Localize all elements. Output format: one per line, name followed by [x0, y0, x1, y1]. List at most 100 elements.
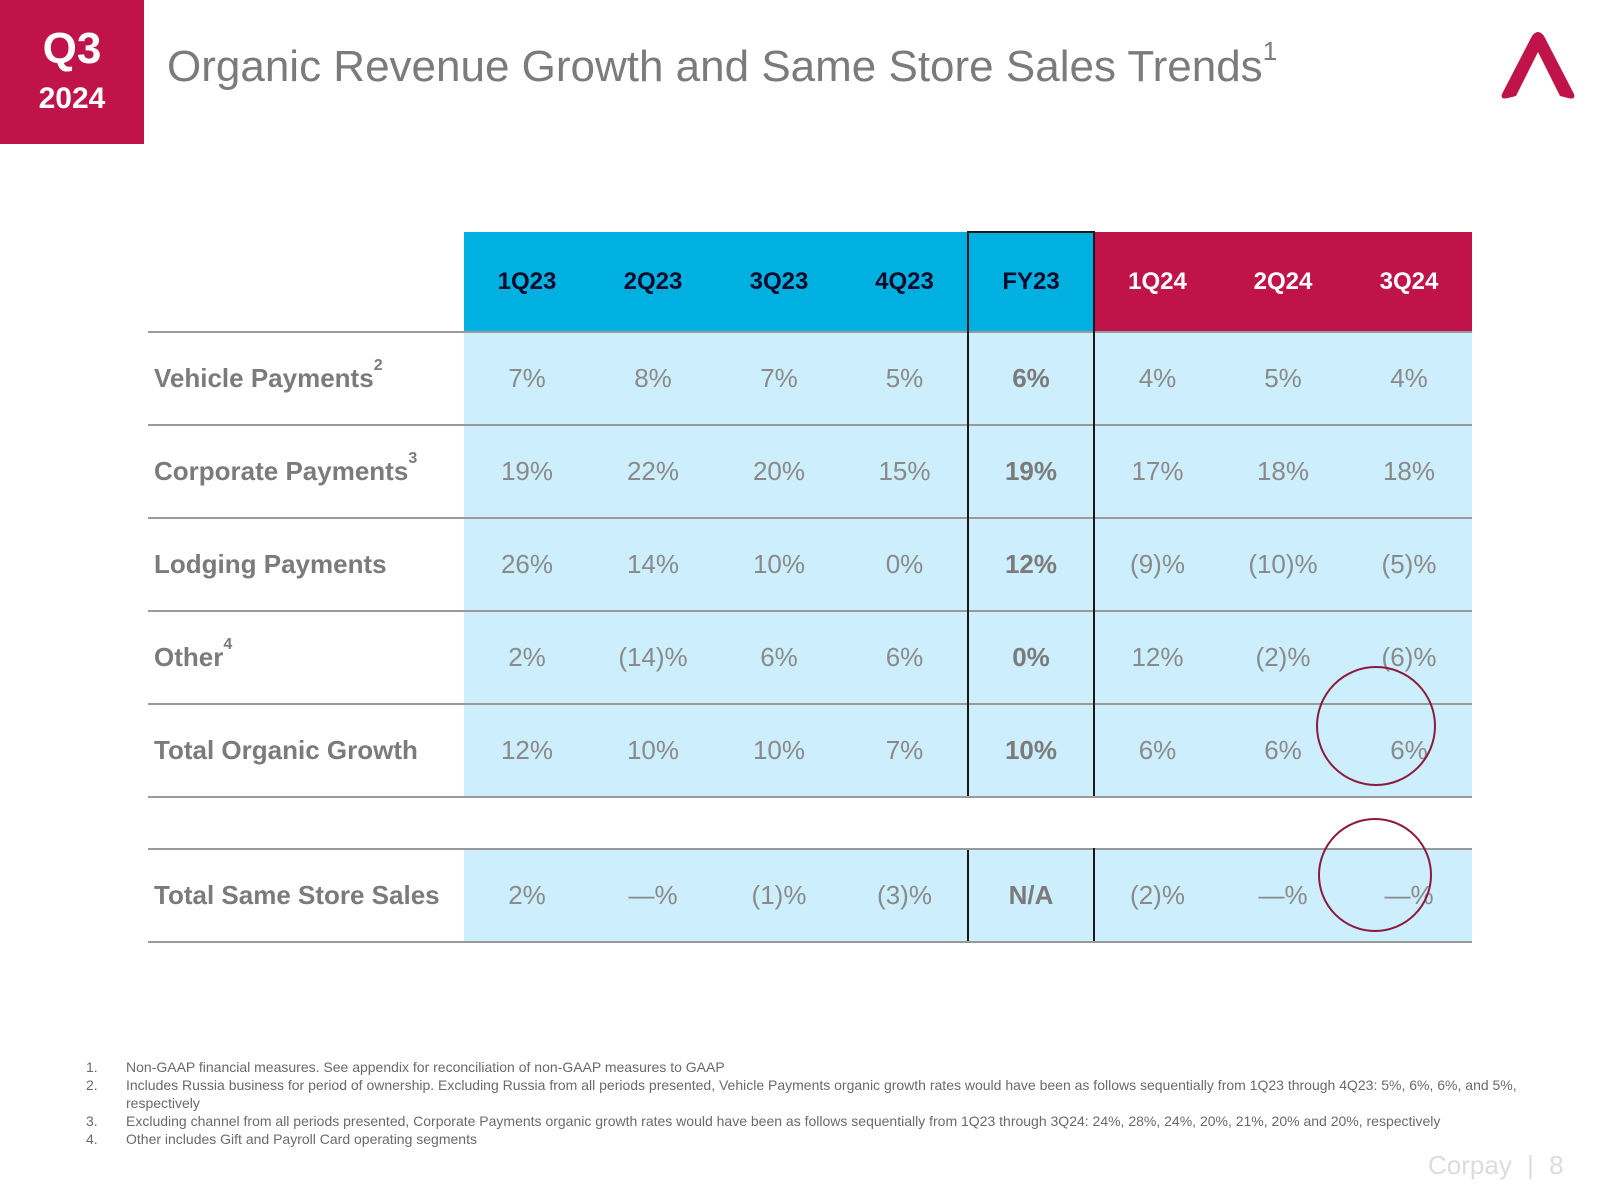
footnote-number: 1.	[86, 1059, 98, 1075]
table-cell: —%	[590, 848, 716, 943]
table-cell: 0%	[967, 610, 1095, 704]
table-cell: 6%	[716, 610, 842, 704]
footnotes: 1. Non-GAAP financial measures. See appen…	[86, 1058, 1536, 1148]
table-row: Lodging Payments 26% 14% 10% 0% 12% (9)% (10)%(…	[148, 517, 1472, 611]
column-header: 2Q24	[1220, 232, 1346, 332]
row-label: Corporate Payments3	[148, 424, 464, 518]
column-header: 1Q24	[1094, 232, 1220, 332]
footnote-text: Includes Russia business for period of o…	[126, 1077, 1517, 1111]
table-cell: 6%	[967, 331, 1095, 425]
table-row: Total Organic Growth 12% 10% 10% 7% 10% 6% 6% 6%	[148, 703, 1472, 798]
corpay-logo-icon	[1501, 32, 1575, 99]
table-row: Other4 2% (14)% 6% 6% 0% 12% (2)% (6)%	[148, 610, 1472, 704]
table-cell: 14%	[590, 517, 716, 611]
table-cell: 12%	[1094, 610, 1220, 704]
row-label: Vehicle Payments2	[148, 331, 464, 425]
column-header: 4Q23	[842, 232, 968, 332]
table-cell: 6%	[842, 610, 968, 704]
table-row: Vehicle Payments2 7% 8% 7% 5% 6% 4% 5% 4%	[148, 331, 1472, 425]
title-footnote-marker: 1	[1262, 36, 1278, 66]
table-row: Corporate Payments3 19% 22% 20% 15% 19% 17% 18%…	[148, 424, 1472, 518]
column-header: 1Q23	[464, 232, 590, 332]
row-label: Lodging Payments	[148, 517, 464, 611]
table-cell: 2%	[464, 848, 590, 943]
highlight-circle-organic	[1316, 666, 1436, 786]
page-title-text: Organic Revenue Growth and Same Store Sa…	[167, 42, 1263, 91]
page-footer: Corpay | 8	[1428, 1150, 1564, 1181]
table-cell: 10%	[716, 517, 842, 611]
footnote-text: Other includes Gift and Payroll Card ope…	[126, 1131, 477, 1147]
header-blank	[148, 232, 464, 332]
table-cell: 10%	[967, 703, 1095, 798]
row-label-text: Corporate Payments	[154, 456, 409, 486]
table-cell: 20%	[716, 424, 842, 518]
footnote-number: 3.	[86, 1113, 98, 1129]
table-cell: 7%	[716, 331, 842, 425]
table-cell: 18%	[1220, 424, 1346, 518]
table-cell: 7%	[842, 703, 968, 798]
footnote-number: 4.	[86, 1131, 98, 1147]
table-cell: 5%	[1220, 331, 1346, 425]
badge-quarter: Q3	[42, 24, 102, 73]
row-label: Total Organic Growth	[148, 703, 464, 798]
page-title: Organic Revenue Growth and Same Store Sa…	[167, 36, 1277, 92]
footer-separator: |	[1527, 1150, 1534, 1180]
table-cell: 19%	[464, 424, 590, 518]
header-row: 1Q23 2Q23 3Q23 4Q23 FY23 1Q24 2Q24 3Q24	[148, 231, 1472, 332]
footnote-item: 2. Includes Russia business for period of…	[86, 1076, 1536, 1112]
badge-year: 2024	[38, 82, 106, 115]
row-label-text: Lodging Payments	[154, 549, 387, 579]
table-cell: (2)%	[1094, 848, 1220, 943]
table-cell: 19%	[967, 424, 1095, 518]
table-cell: 26%	[464, 517, 590, 611]
organic-growth-table: 1Q23 2Q23 3Q23 4Q23 FY23 1Q24 2Q24 3Q24 Vehicle…	[148, 231, 1472, 798]
table-cell: (1)%	[716, 848, 842, 943]
column-header: 3Q24	[1346, 232, 1472, 332]
table-cell: 2%	[464, 610, 590, 704]
table-cell: (3)%	[842, 848, 968, 943]
table-cell: (9)%	[1094, 517, 1220, 611]
table-cell: N/A	[967, 848, 1095, 943]
footnote-item: 1. Non-GAAP financial measures. See appen…	[86, 1058, 1536, 1076]
row-label-text: Total Organic Growth	[154, 735, 418, 765]
table-cell: (5)%	[1346, 517, 1472, 611]
footnote-marker: 3	[408, 450, 418, 467]
table-cell: 22%	[590, 424, 716, 518]
table-cell: 10%	[590, 703, 716, 798]
row-label: Total Same Store Sales	[148, 848, 464, 943]
highlight-circle-same-store	[1318, 818, 1432, 932]
row-label-text: Total Same Store Sales	[154, 880, 440, 910]
footer-brand: Corpay	[1428, 1150, 1512, 1180]
column-header: FY23	[967, 231, 1095, 332]
table-cell: 18%	[1346, 424, 1472, 518]
table-cell: 12%	[464, 703, 590, 798]
column-header: 2Q23	[590, 232, 716, 332]
row-label: Other4	[148, 610, 464, 704]
table-cell: 5%	[842, 331, 968, 425]
row-label-text: Other	[154, 642, 224, 672]
column-header: 3Q23	[716, 232, 842, 332]
table-row: Total Same Store Sales 2% —% (1)% (3)% N/A (2)…	[148, 848, 1472, 943]
table-cell: 7%	[464, 331, 590, 425]
table-cell: 6%	[1094, 703, 1220, 798]
footnote-marker: 4	[223, 636, 233, 653]
table-cell: (2)%	[1220, 610, 1346, 704]
table-cell: 10%	[716, 703, 842, 798]
table-cell: 4%	[1346, 331, 1472, 425]
footnote-item: 3. Excluding channel from all periods pre…	[86, 1112, 1536, 1130]
table-cell: (10)%	[1220, 517, 1346, 611]
table-cell: (14)%	[590, 610, 716, 704]
table-cell: 17%	[1094, 424, 1220, 518]
footnote-text: Excluding channel from all periods prese…	[126, 1113, 1441, 1129]
table-cell: 0%	[842, 517, 968, 611]
table-cell: 4%	[1094, 331, 1220, 425]
same-store-sales-table: Total Same Store Sales 2% —% (1)% (3)% N/A (2)…	[148, 848, 1472, 943]
page-number: 8	[1549, 1150, 1564, 1180]
footnote-number: 2.	[86, 1077, 98, 1093]
footnote-marker: 2	[373, 357, 383, 374]
table-cell: 12%	[967, 517, 1095, 611]
table-cell: 8%	[590, 331, 716, 425]
footnote-item: 4. Other includes Gift and Payroll Card o…	[86, 1130, 1536, 1148]
row-label-text: Vehicle Payments	[154, 363, 374, 393]
footnote-text: Non-GAAP financial measures. See appendi…	[126, 1059, 725, 1075]
